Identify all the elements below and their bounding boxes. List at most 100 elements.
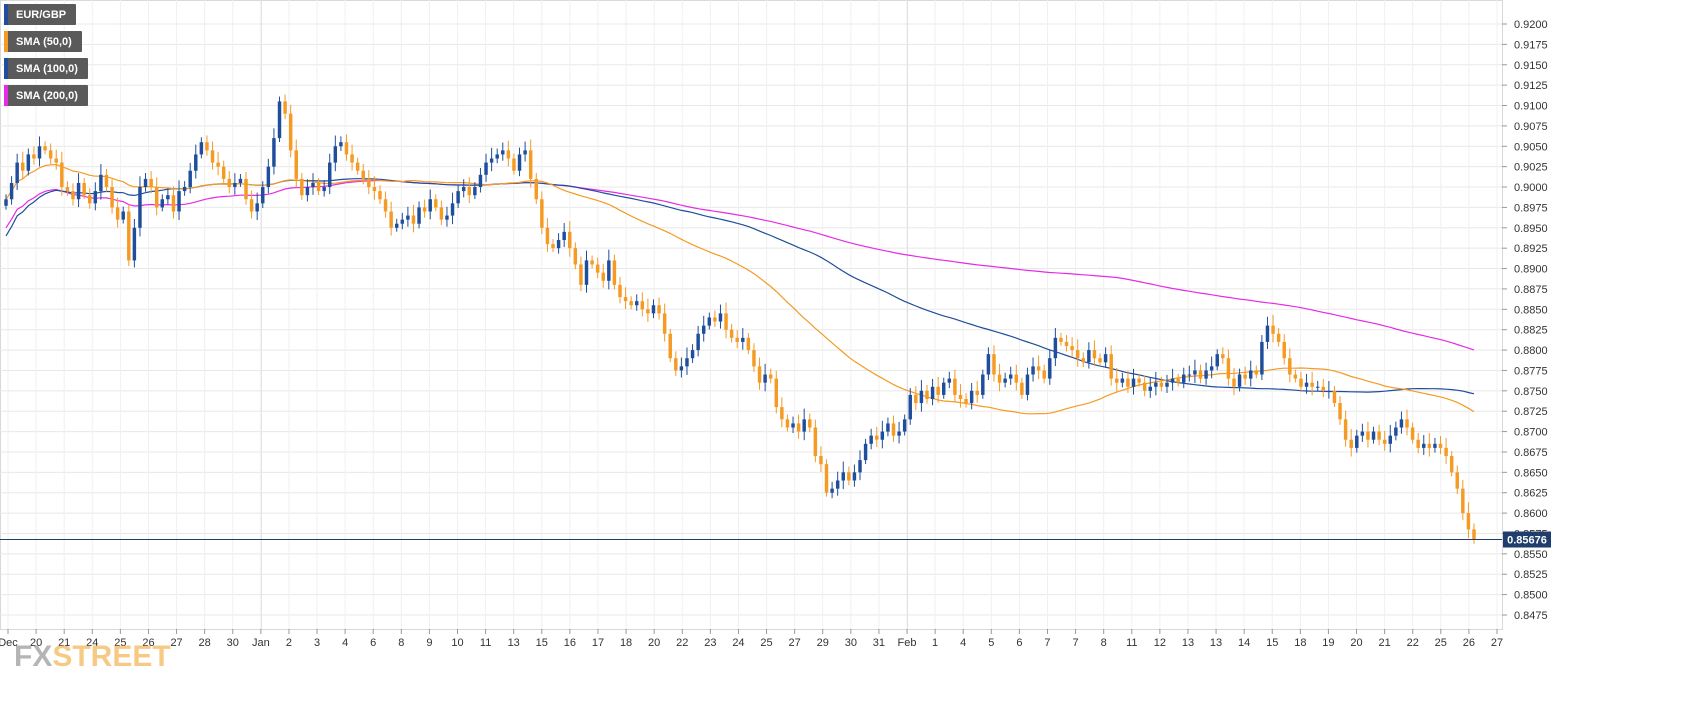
x-tick-label: 12 <box>1154 637 1166 649</box>
x-tick-label: 5 <box>988 637 994 649</box>
bear-candle-body <box>1159 382 1164 387</box>
legend-item-sma200[interactable]: SMA (200,0) <box>4 85 88 106</box>
bear-candle-body <box>439 207 444 220</box>
bear-candle-body <box>1338 403 1342 420</box>
bull-candle-body <box>886 423 890 432</box>
legend-swatch-sma50 <box>4 31 8 52</box>
bull-candle-body <box>1209 366 1214 371</box>
bull-candle-body <box>305 187 310 196</box>
bear-candle-body <box>378 191 382 200</box>
y-tick-label: 0.8775 <box>1514 365 1548 377</box>
bear-candle-body <box>1332 390 1337 404</box>
bull-candle-body <box>93 191 98 204</box>
bear-candle-body <box>1366 431 1370 440</box>
bull-candle-body <box>450 203 455 216</box>
bull-candle-body <box>607 260 611 281</box>
bear-candle-body <box>1226 358 1231 379</box>
bear-candle-body <box>389 211 393 228</box>
y-tick-label: 0.8975 <box>1514 202 1548 214</box>
bull-candle-body <box>763 374 767 383</box>
x-tick-label: Dec <box>0 637 18 649</box>
bull-candle-body <box>1087 350 1091 363</box>
x-tick-label: 2 <box>286 637 292 649</box>
bull-candle-body <box>1260 341 1264 375</box>
legend-label-sma100: SMA (100,0) <box>16 62 78 75</box>
bear-candle-body <box>1427 443 1432 448</box>
x-tick-label: 1 <box>932 637 938 649</box>
bear-candle-body <box>964 398 968 404</box>
bull-candle-body <box>908 394 912 420</box>
bear-candle-body <box>1410 427 1415 440</box>
bull-candle-body <box>99 174 103 192</box>
bull-candle-body <box>517 154 522 171</box>
x-tick-label: 30 <box>845 637 857 649</box>
bull-candle-body <box>138 187 142 228</box>
x-tick-label: 11 <box>1126 637 1137 649</box>
bear-candle-body <box>1466 513 1471 530</box>
x-tick-label: 11 <box>480 637 491 649</box>
x-tick-label: 18 <box>1294 637 1306 649</box>
bear-candle-body <box>746 337 751 351</box>
x-tick-label: 13 <box>1210 637 1222 649</box>
y-tick-label: 0.8675 <box>1514 447 1548 459</box>
bull-candle-body <box>1355 435 1359 448</box>
bull-candle-body <box>1008 374 1013 379</box>
bull-candle-body <box>1131 378 1136 387</box>
x-tick-label: 22 <box>676 637 688 649</box>
legend-item-sma50[interactable]: SMA (50,0) <box>4 31 82 52</box>
bear-candle-body <box>221 166 226 179</box>
bear-candle-body <box>1382 439 1387 444</box>
bear-candle-body <box>1092 350 1097 359</box>
sma200-line <box>5 179 1475 351</box>
bear-candle-body <box>646 309 650 314</box>
bear-candle-body <box>914 394 918 404</box>
y-tick-label: 0.9150 <box>1514 60 1548 72</box>
bear-candle-body <box>1349 439 1353 448</box>
bull-candle-body <box>188 170 192 188</box>
x-tick-label: 26 <box>142 637 154 649</box>
bear-candle-body <box>1243 374 1247 379</box>
x-tick-label: 6 <box>1016 637 1022 649</box>
bear-candle-body <box>1321 386 1326 391</box>
bear-candle-body <box>1271 325 1275 334</box>
bull-candle-body <box>328 162 332 188</box>
bull-candle-body <box>930 386 935 399</box>
bull-candle-body <box>76 182 81 200</box>
bull-candle-body <box>199 142 204 155</box>
bull-candle-body <box>1394 427 1398 436</box>
bull-candle-body <box>584 260 589 285</box>
bear-candle-body <box>573 248 578 265</box>
y-tick-label: 0.8475 <box>1514 610 1548 622</box>
legend-item-sma100[interactable]: SMA (100,0) <box>4 58 88 79</box>
x-tick-label: 14 <box>1238 637 1250 649</box>
bear-candle-body <box>1444 447 1448 457</box>
bull-candle-body <box>1204 370 1208 379</box>
bear-candle-body <box>1109 354 1113 379</box>
bear-candle-body <box>216 162 220 167</box>
bear-candle-body <box>813 427 818 457</box>
bear-candle-body <box>757 366 762 383</box>
bull-candle-body <box>445 215 449 220</box>
bull-candle-body <box>177 191 181 212</box>
x-tick-label: Jan <box>252 637 270 649</box>
legend-item-eurgbp[interactable]: EUR/GBP <box>4 4 77 25</box>
x-tick-label: 18 <box>620 637 632 649</box>
bear-candle-body <box>618 284 622 298</box>
bear-candle-body <box>785 419 790 428</box>
bear-candle-body <box>975 390 979 395</box>
bull-candle-body <box>1360 431 1365 436</box>
y-tick-label: 0.8725 <box>1514 406 1548 418</box>
bull-candle-body <box>160 199 165 208</box>
x-tick-label: 31 <box>873 637 885 649</box>
bear-candle-body <box>891 423 896 436</box>
bull-candle-body <box>456 191 460 204</box>
bull-candle-body <box>194 154 198 171</box>
bear-candle-body <box>350 154 354 163</box>
y-tick-label: 0.8600 <box>1514 508 1548 520</box>
x-tick-label: 17 <box>592 637 604 649</box>
last-price-tag <box>1503 531 1551 548</box>
x-tick-label: 20 <box>30 637 42 649</box>
bull-candle-body <box>272 138 276 167</box>
bull-candle-body <box>863 443 868 461</box>
bull-candle-body <box>718 313 723 322</box>
